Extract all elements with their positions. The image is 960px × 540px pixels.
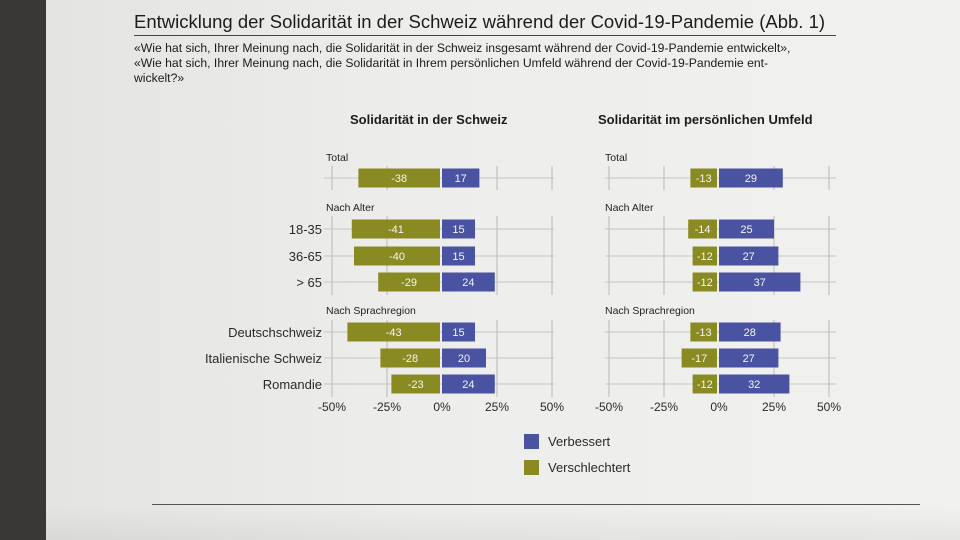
bar-value-verschlechtert: -12 (697, 277, 713, 289)
row-label: Italienische Schweiz (205, 351, 322, 366)
group-label: Nach Sprachregion (605, 305, 695, 317)
bar-verschlechtert (692, 272, 717, 292)
bar-value-verschlechtert: -17 (691, 353, 707, 365)
x-tick-label: 25% (762, 400, 786, 414)
bar-verschlechtert (378, 272, 440, 292)
screen-shade (46, 505, 960, 540)
bar-verschlechtert (358, 168, 440, 188)
bar-value-verbessert: 27 (743, 353, 755, 365)
bar-value-verbessert: 29 (745, 173, 757, 185)
question-line-2: «Wie hat sich, Ihrer Meinung nach, die S… (134, 56, 769, 70)
x-tick-label: 0% (710, 400, 728, 414)
group-label: Nach Sprachregion (326, 305, 416, 317)
bar-value-verbessert: 25 (740, 224, 752, 236)
survey-question: «Wie hat sich, Ihrer Meinung nach, die S… (134, 41, 920, 86)
bar-verschlechtert (690, 322, 717, 342)
row-label: > 65 (296, 275, 322, 290)
x-tick-label: -50% (595, 400, 623, 414)
x-tick-label: 0% (433, 400, 451, 414)
bar-verbessert (442, 348, 486, 368)
bar-value-verschlechtert: -29 (401, 277, 417, 289)
bar-value-verbessert: 15 (452, 251, 464, 263)
x-tick-label: -25% (650, 400, 678, 414)
bar-verbessert (442, 219, 475, 239)
x-tick-label: 25% (485, 400, 509, 414)
bar-verbessert (719, 246, 779, 266)
group-label: Nach Alter (326, 202, 375, 214)
bar-verschlechtert (347, 322, 440, 342)
bar-verbessert (719, 322, 781, 342)
bar-value-verbessert: 15 (452, 327, 464, 339)
question-line-3: wickelt?» (134, 71, 185, 85)
row-label: Romandie (263, 377, 322, 392)
x-tick-label: -50% (318, 400, 346, 414)
bar-value-verbessert: 32 (748, 379, 760, 391)
group-label: Total (326, 152, 348, 164)
bar-value-verbessert: 37 (754, 277, 766, 289)
bar-verbessert (442, 168, 480, 188)
bar-verschlechtert (692, 246, 717, 266)
bar-verschlechtert (351, 219, 440, 239)
bar-verschlechtert (391, 374, 440, 394)
bar-value-verschlechtert: -23 (408, 379, 424, 391)
bar-value-verschlechtert: -12 (697, 379, 713, 391)
bar-verbessert (719, 374, 790, 394)
bar-verbessert (719, 219, 774, 239)
bar-value-verschlechtert: -13 (696, 327, 712, 339)
bar-value-verbessert: 20 (458, 353, 470, 365)
row-label: Deutschschweiz (228, 325, 322, 340)
bar-verbessert (719, 272, 801, 292)
bar-value-verbessert: 24 (462, 277, 474, 289)
legend-label-verschlechtert: Verschlechtert (548, 460, 631, 475)
bar-verbessert (719, 168, 783, 188)
panel-title-umfeld: Solidarität im persönlichen Umfeld (598, 112, 813, 127)
x-tick-label: 50% (817, 400, 841, 414)
bar-verschlechtert (354, 246, 440, 266)
bar-value-verschlechtert: -13 (696, 173, 712, 185)
panel-title-schweiz: Solidarität in der Schweiz (350, 112, 508, 127)
bar-value-verschlechtert: -28 (402, 353, 418, 365)
title-underline (134, 35, 836, 36)
bar-value-verschlechtert: -43 (386, 327, 402, 339)
bar-verbessert (442, 272, 495, 292)
bar-verschlechtert (681, 348, 717, 368)
x-tick-label: -25% (373, 400, 401, 414)
bar-verschlechtert (690, 168, 717, 188)
bar-value-verschlechtert: -38 (391, 173, 407, 185)
row-label: 18-35 (289, 222, 322, 237)
bar-verbessert (442, 246, 475, 266)
row-label: 36-65 (289, 249, 322, 264)
figure-title: Entwicklung der Solidarität in der Schwe… (134, 11, 826, 32)
bar-verbessert (442, 322, 475, 342)
bar-value-verschlechtert: -12 (697, 251, 713, 263)
bar-verschlechtert (380, 348, 440, 368)
legend-label-verbessert: Verbessert (548, 434, 611, 449)
bar-verbessert (442, 374, 495, 394)
monitor-screen (46, 0, 960, 540)
bar-value-verschlechtert: -41 (388, 224, 404, 236)
group-label: Nach Alter (605, 202, 654, 214)
bar-value-verbessert: 17 (455, 173, 467, 185)
group-label: Total (605, 152, 627, 164)
bar-verbessert (719, 348, 779, 368)
bar-value-verbessert: 15 (452, 224, 464, 236)
legend-swatch-verbessert (524, 434, 539, 449)
bottom-rule (152, 504, 920, 505)
legend-swatch-verschlechtert (524, 460, 539, 475)
bar-verschlechtert (688, 219, 717, 239)
bar-value-verbessert: 24 (462, 379, 474, 391)
bar-verschlechtert (692, 374, 717, 394)
x-tick-label: 50% (540, 400, 564, 414)
bar-value-verschlechtert: -14 (695, 224, 711, 236)
bar-value-verbessert: 27 (743, 251, 755, 263)
bar-value-verschlechtert: -40 (389, 251, 405, 263)
question-line-1: «Wie hat sich, Ihrer Meinung nach, die S… (134, 41, 791, 55)
bar-value-verbessert: 28 (744, 327, 756, 339)
